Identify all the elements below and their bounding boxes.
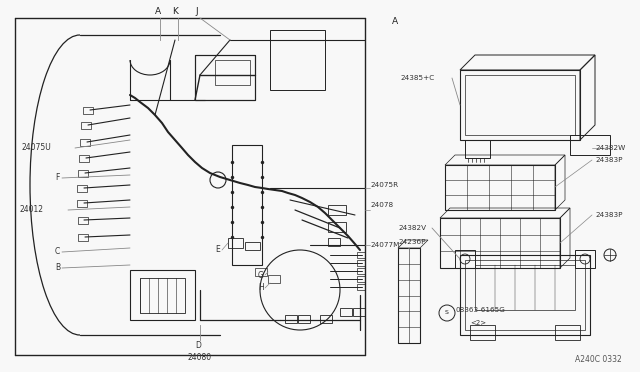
Bar xyxy=(460,255,590,335)
Bar xyxy=(255,268,267,276)
Bar xyxy=(285,315,297,323)
Text: S: S xyxy=(445,311,449,315)
Bar xyxy=(81,122,91,128)
Text: C: C xyxy=(55,247,60,257)
Bar xyxy=(465,75,575,135)
Bar xyxy=(328,222,346,232)
Text: 24236P: 24236P xyxy=(398,239,426,245)
Text: A: A xyxy=(392,17,398,26)
Bar xyxy=(320,315,332,323)
Text: 24075R: 24075R xyxy=(370,182,398,188)
Bar xyxy=(340,308,352,316)
Text: 24075U: 24075U xyxy=(22,144,52,153)
Bar xyxy=(440,218,560,268)
Text: J: J xyxy=(195,7,198,16)
Text: <2>: <2> xyxy=(470,320,486,326)
Bar xyxy=(215,60,250,85)
Text: F: F xyxy=(55,173,60,183)
Text: G: G xyxy=(258,270,264,279)
Text: 24382W: 24382W xyxy=(595,145,625,151)
Bar xyxy=(298,315,310,323)
Bar xyxy=(398,248,420,343)
Bar xyxy=(195,55,255,100)
Text: 24012: 24012 xyxy=(20,205,44,215)
Text: K: K xyxy=(172,7,178,16)
Bar xyxy=(455,250,475,268)
Bar xyxy=(140,278,185,313)
Bar xyxy=(268,275,280,283)
Bar xyxy=(353,308,365,316)
Text: 24382V: 24382V xyxy=(398,225,426,231)
Bar xyxy=(357,260,365,266)
Bar xyxy=(465,140,490,158)
Bar xyxy=(245,242,260,250)
Text: 24078: 24078 xyxy=(370,202,393,208)
Bar xyxy=(78,234,88,241)
Bar xyxy=(80,138,90,145)
Bar xyxy=(78,217,88,224)
Bar xyxy=(270,30,325,90)
Text: D: D xyxy=(195,340,201,350)
Bar xyxy=(570,135,610,155)
Bar xyxy=(465,260,585,330)
Bar xyxy=(460,70,580,140)
Bar xyxy=(228,238,243,248)
Bar xyxy=(78,170,88,176)
Text: 24383P: 24383P xyxy=(595,212,623,218)
Bar xyxy=(475,265,575,310)
Bar xyxy=(357,252,365,258)
Text: E: E xyxy=(215,246,220,254)
Bar xyxy=(79,154,89,161)
Bar xyxy=(328,205,346,215)
Bar xyxy=(470,325,495,340)
Bar xyxy=(130,270,195,320)
Bar xyxy=(357,284,365,290)
Text: 08363-6165G: 08363-6165G xyxy=(455,307,505,313)
Text: A: A xyxy=(155,7,161,16)
Bar xyxy=(83,106,93,113)
Bar xyxy=(195,55,255,100)
Bar xyxy=(357,268,365,274)
Bar xyxy=(575,250,595,268)
Text: A240C 0332: A240C 0332 xyxy=(575,356,621,365)
Bar xyxy=(555,325,580,340)
Bar xyxy=(77,185,87,192)
Bar xyxy=(328,238,340,246)
Bar xyxy=(445,165,555,210)
Text: H: H xyxy=(258,283,264,292)
Bar xyxy=(232,145,262,265)
Text: 24385+C: 24385+C xyxy=(400,75,435,81)
Text: 24080: 24080 xyxy=(188,353,212,362)
Bar xyxy=(357,276,365,282)
Text: B: B xyxy=(55,263,60,273)
Text: 24077M: 24077M xyxy=(370,242,399,248)
Bar xyxy=(77,199,87,206)
Text: 24383P: 24383P xyxy=(595,157,623,163)
